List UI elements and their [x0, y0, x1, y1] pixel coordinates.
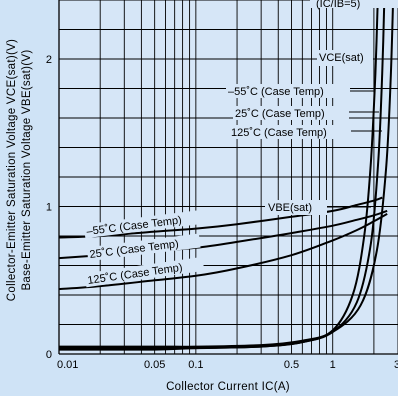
vce-curve-125c	[59, 0, 395, 348]
y-tick-label: 1	[46, 202, 52, 214]
vbe-curve-m55c	[59, 196, 383, 239]
x-tick-label: 0.01	[57, 359, 78, 371]
vce-temp-label-25: 25˚C (Case Temp)	[235, 108, 325, 120]
x-tick-labels: 0.01 0.05 0.1 0.5 1 3	[57, 359, 398, 371]
grid	[58, 0, 398, 355]
curves	[59, 0, 395, 351]
x-tick-label: 3	[394, 359, 398, 371]
x-tick-label: 0.5	[284, 359, 299, 371]
ic-ib-ratio-note: (IC/IB=5)	[316, 0, 360, 10]
y-tick-labels: 0 1 2	[46, 54, 52, 361]
x-axis-title: Collector Current IC(A)	[166, 381, 290, 393]
x-tick-label: 1	[330, 359, 336, 371]
vce-sat-label: VCE(sat)	[319, 52, 364, 64]
y-axis-title-vce: Collector-Emitter Saturation Voltage VCE…	[6, 39, 18, 301]
x-tick-label: 0.05	[144, 359, 165, 371]
vce-temp-label-125: 125˚C (Case Temp)	[231, 127, 327, 139]
x-tick-label: 0.1	[188, 359, 203, 371]
vce-temp-label-m55: –55˚C (Case Temp)	[228, 86, 324, 98]
vbe-sat-label: VBE(sat)	[268, 202, 312, 214]
y-axis-title-vbe: Base-Emitter Saturation Voltage VBE(sat)…	[21, 49, 33, 290]
y-tick-label: 0	[46, 349, 52, 361]
y-tick-label: 2	[46, 54, 52, 66]
